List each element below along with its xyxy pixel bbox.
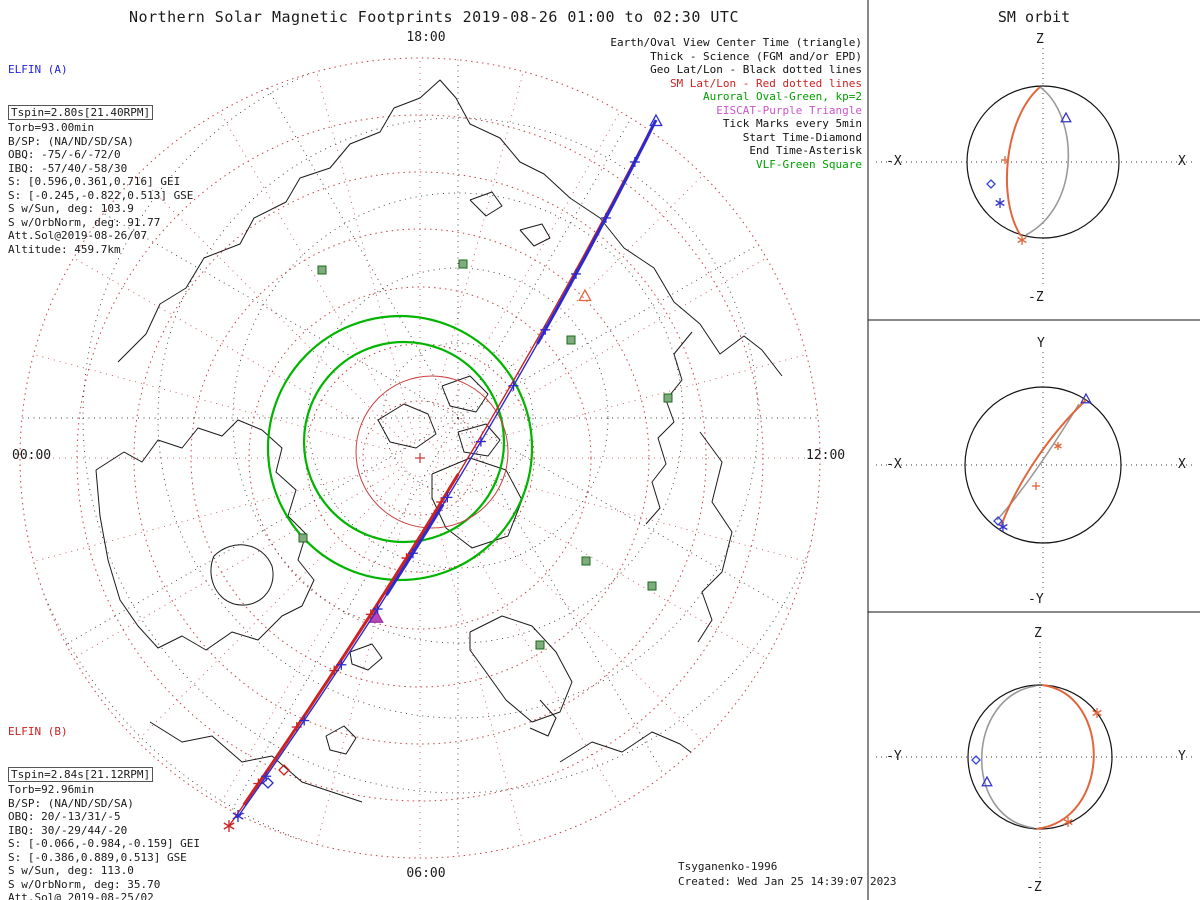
elfin-b-lines-line: S: [-0.386,0.889,0.513] GSE [8,850,187,864]
elfin-a-lines-line: S w/OrbNorm, deg: 91.77 [8,215,161,229]
panel1-axis-left: -X [886,154,902,169]
legend: Earth/Oval View Center Time (triangle) Th… [610,36,862,171]
elfin-a-lines-line: S w/Sun, deg: 103.9 [8,202,134,215]
elfin-b-lines-line: S: [-0.066,-0.984,-0.159] GEI [8,837,201,850]
elfin-b-lines-line: OBQ: 20/-13/31/-5 [8,810,121,823]
track-b [223,125,653,832]
sm-orbit-title: SM orbit [997,8,1071,26]
elfin-a-header: ELFIN (A) [8,63,68,76]
panel1-axis-right: X [1178,154,1186,169]
elfin-b-lines-line: Tspin=2.84s[21.12RPM] [8,766,200,784]
panel2-axis-bottom: -Y [1028,592,1044,607]
mlt-label-0600: 06:00 [406,866,446,881]
elfin-a-lines-line: Torb=93.00min [8,121,95,134]
legend-line: End Time-Asterisk [749,144,862,157]
page-title: Northern Solar Magnetic Footprints 2019-… [129,8,739,26]
model-label: Tsyganenko-1996 [678,860,778,873]
legend-line: Thick - Science (FGM and/or EPD) [650,49,862,63]
legend-line: SM Lat/Lon - Red dotted lines [669,76,862,90]
elfin-a-lines-line: S: [-0.245,-0.822,0.513] GSE [8,188,194,202]
elfin-b-lines-line: IBQ: 30/-29/44/-20 [8,823,128,837]
legend-line: EISCAT-Purple Triangle [716,103,862,117]
panel1-axis-bottom: -Z [1028,290,1044,305]
coastlines [95,79,783,803]
elfin-b-header: ELFIN (B) [8,725,68,738]
panel2-axis-top: Y [1037,336,1045,351]
auroral-oval [266,314,534,582]
elfin-a-lines-line: Tspin=2.80s[21.40RPM] [8,104,193,122]
elfin-a-lines-line: S: [0.596,0.361,0.716] GEI [8,175,181,188]
elfin-a-lines-line: OBQ: -75/-6/-72/0 [8,148,121,161]
legend-line: Geo Lat/Lon - Black dotted lines [650,63,862,76]
orbit-panel-2 [876,352,1194,590]
panel3-axis-left: -Y [886,749,902,764]
vlf-squares [298,259,673,650]
track-a [232,113,663,822]
elfin-b-lines-line: S w/Sun, deg: 113.0 [8,864,134,877]
created-timestamp: Created: Wed Jan 25 14:39:07 2023 [678,875,897,888]
panel3-axis-bottom: -Z [1026,880,1042,895]
elfin-a-lines: Tspin=2.80s[21.40RPM] Torb=93.00min B/SP: … [8,104,193,257]
elfin-b-info-block: ELFIN (B) Tspin=2.84s[21.12RPM] Torb=92.9… [8,698,200,900]
orbit-panel-1 [876,48,1194,286]
legend-line: Auroral Oval-Green, kp=2 [703,90,862,103]
panel2-axis-right: X [1178,457,1186,472]
elfin-a-lines-line: IBQ: -57/40/-58/30 [8,161,128,175]
sm-grid [19,57,821,859]
legend-line: Start Time-Diamond [742,130,862,144]
panel1-axis-top: Z [1036,32,1044,47]
mlt-label-0000: 00:00 [12,448,52,463]
elfin-b-lines-line: Torb=92.96min [8,783,95,796]
legend-line: VLF-Green Square [756,157,862,171]
elfin-a-lines-line: B/SP: (NA/ND/SD/SA) [8,134,134,148]
elfin-b-lines-line: S w/OrbNorm, deg: 35.70 [8,877,161,891]
panel3-axis-right: Y [1178,749,1186,764]
panel2-axis-left: -X [886,457,902,472]
orbit-panel-3 [876,642,1194,878]
elfin-b-lines-line: B/SP: (NA/ND/SD/SA) [8,796,134,810]
elfin-a-lines-line: Att.Sol@2019-08-26/07 [8,229,148,242]
legend-line: Tick Marks every 5min [722,117,862,130]
legend-line: Earth/Oval View Center Time (triangle) [610,36,862,49]
geo-grid [20,58,820,858]
elfin-b-lines: Tspin=2.84s[21.12RPM] Torb=92.96min B/SP: … [8,766,200,900]
mlt-label-1800: 18:00 [406,30,446,45]
panel3-axis-top: Z [1034,626,1042,641]
elfin-a-info-block: ELFIN (A) Tspin=2.80s[21.40RPM] Torb=93.0… [8,36,193,283]
panel-dividers [867,0,1200,900]
mlt-label-1200: 12:00 [806,448,846,463]
elfin-a-lines-line: Altitude: 459.7km [8,242,121,256]
elfin-b-lines-line: Att.Sol@ 2019-08-25/02 [8,891,154,900]
